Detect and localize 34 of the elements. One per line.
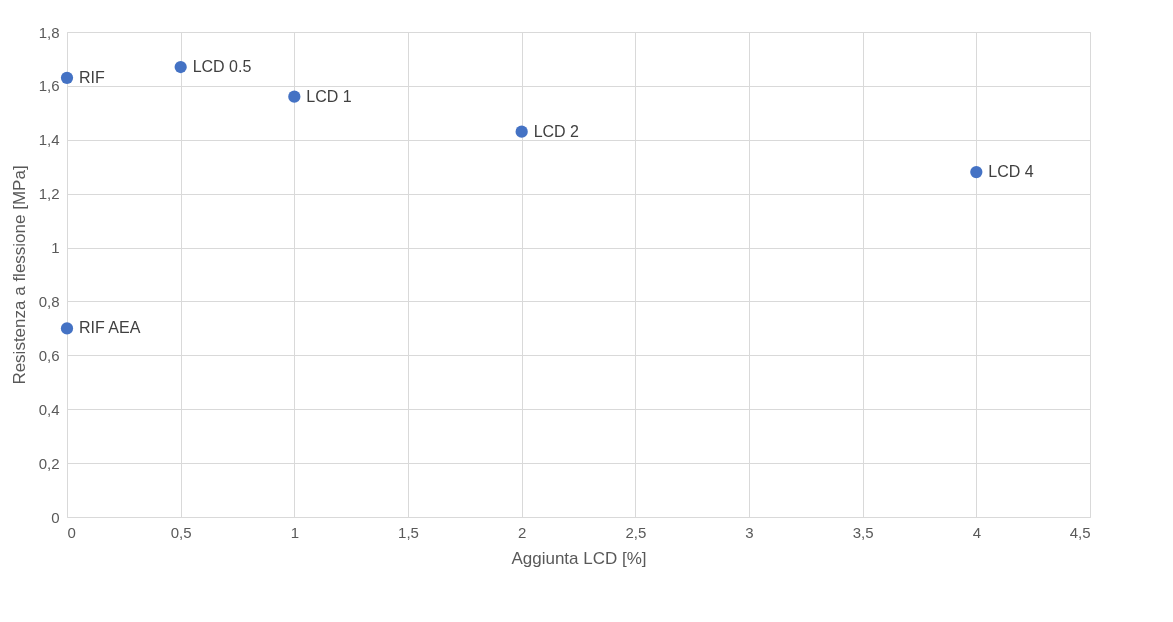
point — [174, 60, 187, 74]
x-tick-label: 2,5 — [625, 523, 647, 541]
y-tick-label: 0,6 — [38, 346, 60, 364]
annotation: LCD 1 — [306, 87, 352, 105]
y-tick-label: 1,4 — [38, 131, 60, 149]
y-tick-label: 0,2 — [38, 454, 60, 472]
y-tick-label: 1 — [51, 239, 60, 257]
point — [970, 166, 983, 179]
annotation: LCD 0.5 — [192, 58, 252, 76]
point — [515, 125, 528, 138]
x-tick-label: 4 — [972, 523, 982, 541]
annotation: RIF — [79, 68, 105, 86]
x-tick-label: 1,5 — [398, 523, 419, 541]
x-tick-label: 1 — [290, 523, 300, 541]
point — [60, 322, 74, 335]
y-tick-label: 0 — [51, 508, 60, 526]
point — [60, 71, 74, 84]
point — [288, 90, 301, 103]
x-tick-label: 0,5 — [170, 523, 192, 541]
x-tick-label: 4,5 — [1069, 523, 1091, 541]
y-tick-label: 1,6 — [38, 77, 60, 95]
annotation: LCD 2 — [533, 122, 580, 140]
annotation: LCD 4 — [988, 163, 1034, 181]
x-tick-label: 3,5 — [852, 523, 874, 541]
y-tick-label: 0,8 — [38, 292, 60, 310]
y-tick-label: 1,2 — [38, 185, 60, 203]
x-tick-label: 0 — [67, 523, 76, 541]
x-tick-label: 3 — [745, 523, 754, 541]
x-tick-label: 2 — [517, 523, 527, 541]
y-tick-label: 0,4 — [38, 400, 60, 418]
y-axis-title: Resistenza a flessione [MPa] — [9, 165, 29, 385]
annotation: RIF AEA — [79, 319, 141, 337]
y-tick-label: 1,8 — [38, 23, 60, 41]
x-axis-title: Aggiunta LCD [%] — [511, 548, 647, 568]
